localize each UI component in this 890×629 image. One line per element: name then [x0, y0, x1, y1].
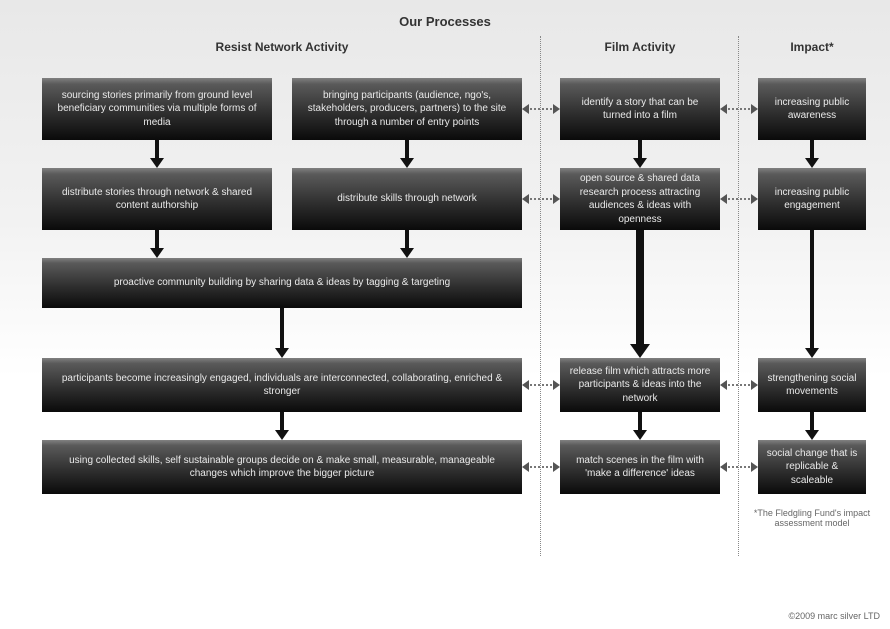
biarrow-r1-f1 [522, 104, 560, 114]
footnote: *The Fledgling Fund's impact assessment … [748, 508, 876, 528]
col-header-impact: Impact* [758, 40, 866, 54]
box-r5: using collected skills, self sustainable… [42, 440, 522, 494]
biarrow-f2-i2 [720, 194, 758, 204]
box-r1b: bringing participants (audience, ngo's, … [292, 78, 522, 140]
col-header-film: Film Activity [560, 40, 720, 54]
biarrow-f5-i5 [720, 462, 758, 472]
box-f5: match scenes in the film with 'make a di… [560, 440, 720, 494]
page-title: Our Processes [0, 0, 890, 29]
box-i2: increasing public engagement [758, 168, 866, 230]
biarrow-f1-i1 [720, 104, 758, 114]
col-header-resist: Resist Network Activity [42, 40, 522, 54]
box-r3: proactive community building by sharing … [42, 258, 522, 308]
biarrow-f4-i4 [720, 380, 758, 390]
box-r4: participants become increasingly engaged… [42, 358, 522, 412]
biarrow-r4-f4 [522, 380, 560, 390]
box-i4: strengthening social movements [758, 358, 866, 412]
box-r2b: distribute skills through network [292, 168, 522, 230]
biarrow-r5-f5 [522, 462, 560, 472]
box-i1: increasing public awareness [758, 78, 866, 140]
box-i5: social change that is replicable & scale… [758, 440, 866, 494]
biarrow-r2-f2 [522, 194, 560, 204]
box-r2a: distribute stories through network & sha… [42, 168, 272, 230]
divider-2 [738, 36, 739, 556]
divider-1 [540, 36, 541, 556]
box-r1a: sourcing stories primarily from ground l… [42, 78, 272, 140]
copyright: ©2009 marc silver LTD [789, 611, 881, 621]
box-f4: release film which attracts more partici… [560, 358, 720, 412]
box-f1: identify a story that can be turned into… [560, 78, 720, 140]
box-f2: open source & shared data research proce… [560, 168, 720, 230]
